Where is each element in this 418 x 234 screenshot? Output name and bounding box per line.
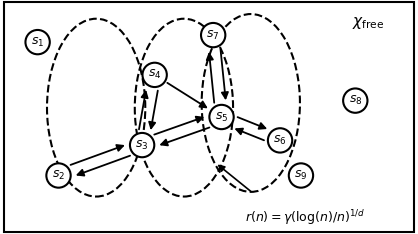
Text: $s_1$: $s_1$	[31, 36, 44, 49]
Text: $\chi_{\mathrm{free}}$: $\chi_{\mathrm{free}}$	[352, 15, 384, 31]
Circle shape	[143, 63, 167, 87]
Circle shape	[289, 163, 313, 188]
Circle shape	[201, 23, 225, 47]
Circle shape	[343, 88, 367, 113]
Text: $s_7$: $s_7$	[206, 29, 220, 42]
Text: $r(n) = \gamma(\log(n)/n)^{1/d}$: $r(n) = \gamma(\log(n)/n)^{1/d}$	[245, 208, 365, 227]
Text: $s_5$: $s_5$	[215, 110, 228, 124]
Text: $s_8$: $s_8$	[349, 94, 362, 107]
Circle shape	[268, 128, 292, 153]
Circle shape	[25, 30, 50, 54]
Text: $s_3$: $s_3$	[135, 139, 149, 152]
Text: $s_6$: $s_6$	[273, 134, 287, 147]
Text: $s_2$: $s_2$	[52, 169, 65, 182]
Text: $s_9$: $s_9$	[294, 169, 308, 182]
Circle shape	[209, 105, 234, 129]
Circle shape	[130, 133, 154, 157]
Circle shape	[46, 163, 71, 188]
Text: $s_4$: $s_4$	[148, 68, 161, 81]
